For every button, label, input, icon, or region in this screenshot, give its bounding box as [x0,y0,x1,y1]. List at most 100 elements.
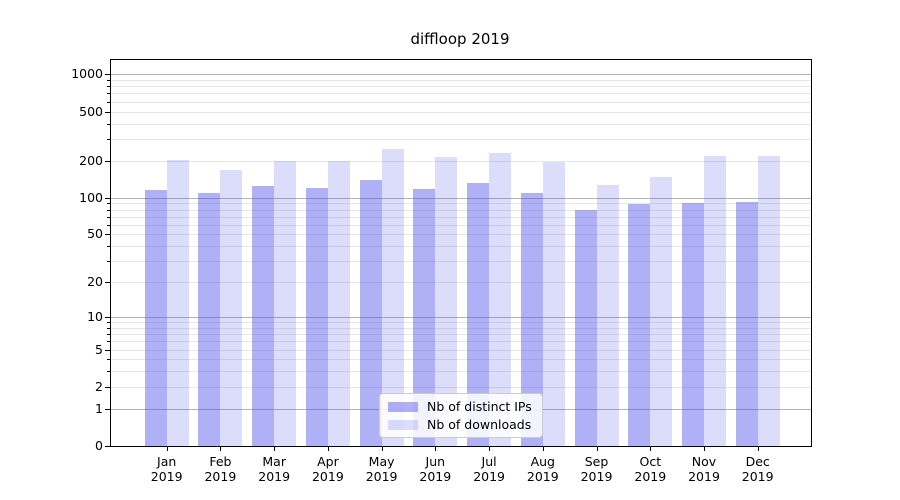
bar-downloads-may [381,148,404,446]
bar-ips-mar [252,186,275,446]
y-tick-label-200: 200 [79,152,103,168]
legend-item: Nb of distinct IPs [388,399,532,414]
x-tick [435,446,437,451]
gridline [111,93,811,95]
y-tick [105,386,110,388]
gridline [111,160,811,162]
gridline [111,359,811,361]
y-minor-tick [107,341,110,343]
x-tick-label-oct: Oct 2019 [620,454,680,484]
month-label: Jun [425,454,446,469]
bar-ips-oct [628,203,651,446]
bar-ips-sep [574,210,597,446]
x-tick [381,446,383,451]
y-tick [105,446,110,447]
gridline [111,138,811,140]
year-label: 2019 [634,469,667,484]
x-tick [596,446,598,451]
month-label: Sep [584,454,609,469]
x-tick-label-dec: Dec 2019 [728,454,788,484]
gridline [111,386,811,388]
y-tick [105,197,110,199]
y-tick-label-1000: 1000 [71,66,103,82]
bar-ips-jun [413,188,436,446]
year-label: 2019 [258,469,291,484]
bar-ips-apr [305,187,328,446]
x-tick-label-sep: Sep 2019 [567,454,627,484]
gridline [111,209,811,211]
y-minor-tick [107,327,110,329]
month-label: Aug [530,454,555,469]
y-minor-tick [107,261,110,263]
x-tick [327,446,329,451]
y-tick-label-500: 500 [79,103,103,119]
x-tick [274,446,276,451]
x-tick [220,446,222,451]
y-tick-label-1: 1 [95,400,103,416]
y-tick-label-20: 20 [87,274,103,290]
y-minor-tick [107,123,110,125]
x-tick [489,446,491,451]
y-minor-tick [107,216,110,218]
gridline [111,203,811,205]
bar-downloads-apr [327,160,350,446]
gridline [111,349,811,351]
year-label: 2019 [311,469,344,484]
gridline [111,86,811,88]
y-minor-tick [107,79,110,81]
gridline [111,327,811,329]
y-minor-tick [107,322,110,324]
gridline [111,224,811,226]
x-tick-label-jul: Jul 2019 [459,454,519,484]
y-minor-tick [107,371,110,373]
year-label: 2019 [365,469,398,484]
y-tick-label-2: 2 [95,378,103,394]
bar-ips-jan [144,189,167,446]
gridline [111,341,811,343]
bar-downloads-feb [220,169,243,446]
year-label: 2019 [741,469,774,484]
month-label: Jul [481,454,497,469]
bar-downloads-mar [274,161,297,446]
month-label: Jan [157,454,177,469]
year-label: 2019 [688,469,720,484]
x-tick-label-may: May 2019 [352,454,412,484]
bar-downloads-aug [542,162,565,446]
gridline [111,234,811,236]
bar-downloads-jul [489,153,512,446]
y-tick [105,234,110,236]
x-tick [650,446,652,451]
legend-swatch-icon [388,419,418,430]
y-minor-tick [107,203,110,205]
bar-downloads-oct [650,176,673,446]
year-label: 2019 [526,469,559,484]
legend-item: Nb of downloads [388,417,532,432]
x-tick-label-nov: Nov 2019 [674,454,734,484]
bar-ips-jul [467,182,490,446]
bar-downloads-nov [704,155,726,446]
gridline [111,123,811,125]
y-tick-label-100: 100 [79,189,103,205]
month-label: Nov [691,454,717,469]
y-minor-tick [107,246,110,248]
gridline [111,197,811,199]
gridline [111,371,811,373]
gridline [111,246,811,248]
month-label: Feb [209,454,232,469]
gridline [111,322,811,324]
x-tick-label-mar: Mar 2019 [244,454,304,484]
y-minor-tick [107,334,110,336]
x-tick-label-jan: Jan 2019 [137,454,197,484]
gridline [111,79,811,81]
year-label: 2019 [150,469,183,484]
bar-downloads-sep [596,185,619,446]
x-tick-label-aug: Aug 2019 [513,454,573,484]
y-tick [105,349,110,351]
y-tick-label-10: 10 [87,309,103,324]
gridline [111,334,811,336]
year-label: 2019 [473,469,505,484]
plot-area: Jan 2019 Feb 2019 Mar 2019 Apr 2019 May 2019 Jun 20… [71,59,812,484]
x-tick-label-jun: Jun 2019 [405,454,465,484]
bar-ips-dec [735,202,758,446]
